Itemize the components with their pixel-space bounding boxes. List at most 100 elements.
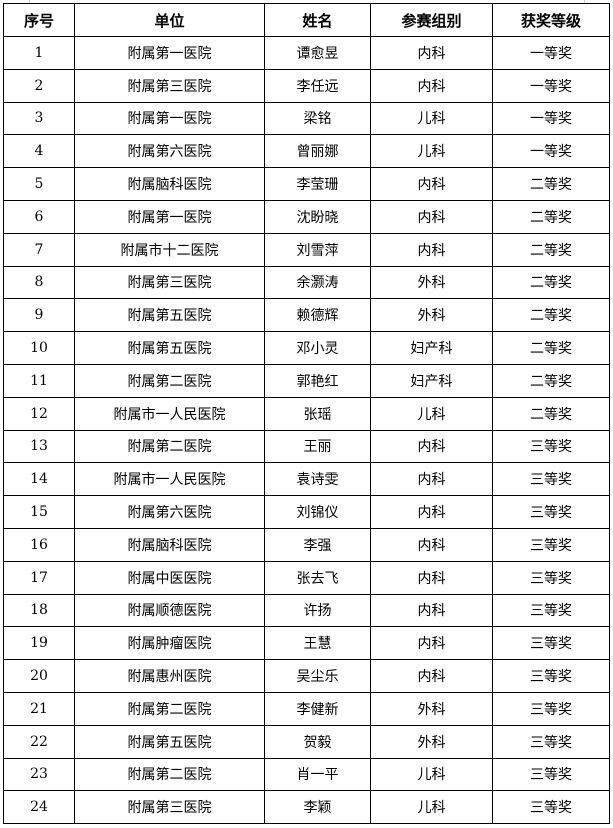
cell-index: 5 [3,167,75,201]
cell-group: 儿科 [370,134,493,169]
cell-name: 赖德辉 [264,298,371,333]
cell-name: 李健新 [264,691,371,726]
cell-group: 内科 [370,167,493,201]
cell-unit: 附属第一医院 [74,199,265,234]
cell-award: 三等奖 [492,691,610,726]
table-row: 21 附属第二医院 李健新 外科 三等奖 [3,691,610,726]
cell-unit: 附属第五医院 [74,331,265,365]
table-row: 7 附属市十二医院 刘雪萍 内科 二等奖 [3,232,610,267]
cell-award: 三等奖 [492,626,610,661]
table-row: 6 附属第一医院 沈盼晓 内科 二等奖 [3,199,610,234]
cell-name: 李莹珊 [264,167,371,201]
cell-index: 6 [3,199,75,234]
page-edge-mark [584,0,585,3]
cell-award: 三等奖 [492,527,610,562]
cell-group: 儿科 [370,790,493,825]
cell-group: 内科 [370,560,493,595]
cell-index: 2 [3,68,75,103]
cell-name: 张瑶 [264,396,371,431]
cell-index: 19 [3,626,75,661]
cell-name: 刘雪萍 [264,232,371,267]
table-row: 22 附属第五医院 贺毅 外科 三等奖 [3,724,610,759]
table-row: 10 附属第五医院 邓小灵 妇产科 二等奖 [3,331,610,365]
cell-name: 肖一平 [264,757,371,792]
table-row: 19 附属肿瘤医院 王慧 内科 三等奖 [3,626,610,661]
table-row: 5 附属脑科医院 李莹珊 内科 二等奖 [3,167,610,201]
cell-group: 妇产科 [370,363,493,398]
cell-group: 外科 [370,298,493,333]
cell-unit: 附属第二医院 [74,363,265,398]
cell-name: 王丽 [264,429,371,464]
cell-group: 外科 [370,265,493,300]
cell-name: 余灏涛 [264,265,371,300]
cell-index: 21 [3,691,75,726]
cell-award: 二等奖 [492,199,610,234]
cell-name: 邓小灵 [264,331,371,365]
cell-unit: 附属第二医院 [74,429,265,464]
cell-award: 一等奖 [492,134,610,169]
cell-award: 二等奖 [492,363,610,398]
cell-index: 23 [3,757,75,792]
cell-index: 22 [3,724,75,759]
cell-index: 17 [3,560,75,595]
cell-unit: 附属第六医院 [74,495,265,529]
header-name: 姓名 [264,3,371,37]
cell-index: 15 [3,495,75,529]
cell-name: 郭艳红 [264,363,371,398]
cell-group: 妇产科 [370,331,493,365]
cell-index: 24 [3,790,75,825]
cell-unit: 附属惠州医院 [74,659,265,693]
cell-award: 一等奖 [492,68,610,103]
cell-award: 二等奖 [492,167,610,201]
table-row: 15 附属第六医院 刘锦仪 内科 三等奖 [3,495,610,529]
cell-name: 王慧 [264,626,371,661]
cell-name: 沈盼晓 [264,199,371,234]
cell-unit: 附属市一人民医院 [74,396,265,431]
table-row: 9 附属第五医院 赖德辉 外科 二等奖 [3,298,610,333]
table-row: 1 附属第一医院 谭愈昱 内科 一等奖 [3,36,610,70]
cell-award: 二等奖 [492,396,610,431]
cell-award: 二等奖 [492,265,610,300]
award-table: 序号 单位 姓名 参赛组别 获奖等级 1 附属第一医院 谭愈昱 内科 一等奖 2 附属第三医… [3,3,610,825]
cell-unit: 附属第五医院 [74,724,265,759]
cell-award: 二等奖 [492,331,610,365]
cell-group: 内科 [370,232,493,267]
cell-index: 20 [3,659,75,693]
table-row: 8 附属第三医院 余灏涛 外科 二等奖 [3,265,610,300]
cell-group: 儿科 [370,101,493,136]
header-unit: 单位 [74,3,265,37]
table-row: 12 附属市一人民医院 张瑶 儿科 二等奖 [3,396,610,431]
cell-unit: 附属中医医院 [74,560,265,595]
table-row: 17 附属中医医院 张去飞 内科 三等奖 [3,560,610,595]
cell-index: 1 [3,36,75,70]
cell-index: 8 [3,265,75,300]
cell-name: 梁铭 [264,101,371,136]
cell-group: 内科 [370,462,493,497]
cell-unit: 附属顺德医院 [74,593,265,628]
cell-award: 三等奖 [492,462,610,497]
cell-group: 内科 [370,527,493,562]
cell-unit: 附属第三医院 [74,265,265,300]
cell-name: 许扬 [264,593,371,628]
cell-unit: 附属第二医院 [74,691,265,726]
cell-unit: 附属第三医院 [74,790,265,825]
cell-name: 曾丽娜 [264,134,371,169]
cell-award: 三等奖 [492,495,610,529]
cell-group: 内科 [370,495,493,529]
cell-index: 10 [3,331,75,365]
table-row: 13 附属第二医院 王丽 内科 三等奖 [3,429,610,464]
cell-name: 谭愈昱 [264,36,371,70]
table-header-row: 序号 单位 姓名 参赛组别 获奖等级 [3,3,610,37]
table-row: 2 附属第三医院 李任远 内科 一等奖 [3,68,610,103]
cell-name: 吴尘乐 [264,659,371,693]
header-award: 获奖等级 [492,3,610,37]
cell-award: 三等奖 [492,757,610,792]
cell-index: 14 [3,462,75,497]
cell-unit: 附属第一医院 [74,36,265,70]
cell-index: 9 [3,298,75,333]
cell-index: 4 [3,134,75,169]
cell-group: 外科 [370,724,493,759]
cell-name: 袁诗雯 [264,462,371,497]
cell-group: 内科 [370,429,493,464]
table-row: 24 附属第三医院 李颖 儿科 三等奖 [3,790,610,825]
